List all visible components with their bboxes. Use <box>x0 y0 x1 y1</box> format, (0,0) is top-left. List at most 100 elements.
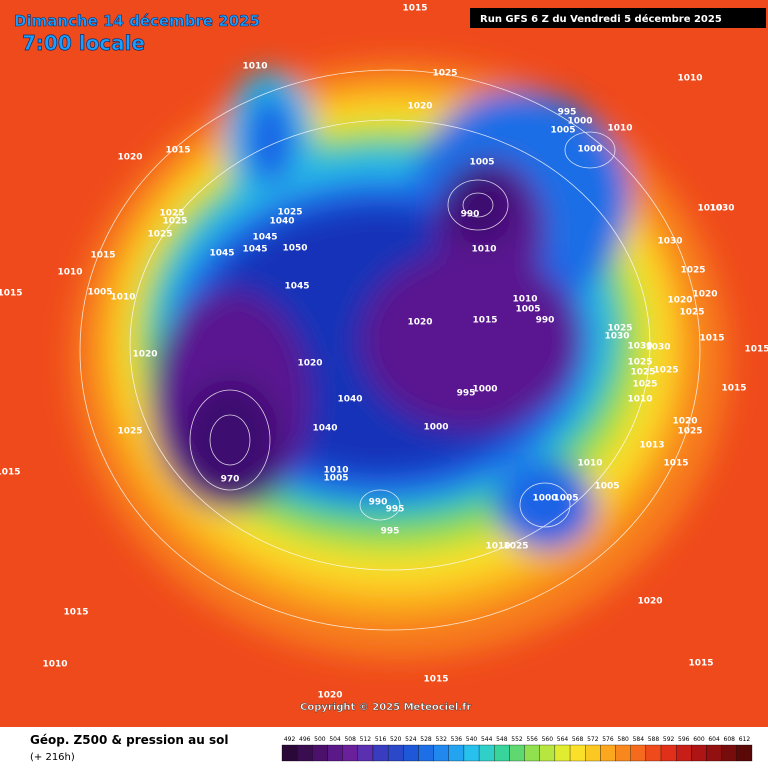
pressure-label: 1015 <box>744 345 768 355</box>
scale-swatch <box>433 744 449 762</box>
scale-swatch <box>297 744 313 762</box>
pressure-label: 1025 <box>503 542 528 552</box>
scale-label: 524 <box>405 736 417 743</box>
pressure-label: 1040 <box>337 395 362 405</box>
pressure-label: 1025 <box>147 230 172 240</box>
copyright: Copyright © 2025 Meteociel.fr <box>300 702 471 713</box>
pressure-label: 1045 <box>209 249 234 259</box>
pressure-label: 1015 <box>699 334 724 344</box>
pressure-label: 1040 <box>269 217 294 227</box>
scale-label: 528 <box>420 736 432 743</box>
pressure-label: 1045 <box>252 233 277 243</box>
color-scale: 492 496 500 504 508 512 516 520 524 528 532 536 540 5… <box>281 736 753 762</box>
run-label: Run GFS 6 Z du Vendredi 5 décembre 2025 <box>480 13 722 25</box>
legend-title: Géop. Z500 & pression au sol <box>30 733 228 747</box>
pressure-label: 1025 <box>677 427 702 437</box>
scale-label: 552 <box>511 736 523 743</box>
isobars <box>79 69 701 631</box>
scale-swatch <box>372 744 389 762</box>
pressure-label: 1025 <box>653 366 678 376</box>
pressure-label: 1010 <box>42 660 67 670</box>
pressure-label: 1015 <box>63 608 88 618</box>
scale-label: 604 <box>708 736 720 743</box>
scale-swatch <box>721 744 737 762</box>
pressure-label: 1010 <box>577 459 602 469</box>
pressure-label: 1020 <box>667 296 692 306</box>
pressure-label: 1020 <box>637 597 662 607</box>
pressure-label: 1015 <box>423 675 448 685</box>
scale-label: 592 <box>663 736 675 743</box>
pressure-label: 1020 <box>117 153 142 163</box>
scale-label: 600 <box>693 736 705 743</box>
pressure-label: 995 <box>558 108 577 118</box>
pressure-label: 1030 <box>627 342 652 352</box>
scale-swatch <box>676 744 692 762</box>
pressure-label: 1025 <box>607 324 632 334</box>
pressure-label: 1025 <box>627 358 652 368</box>
pressure-label: 1025 <box>432 69 457 79</box>
scale-label: 596 <box>678 736 690 743</box>
scale-swatch <box>569 744 586 762</box>
pressure-label: 1020 <box>317 691 342 701</box>
scale-swatch <box>494 744 510 762</box>
pressure-label: 1005 <box>469 158 494 168</box>
pressure-label: 1025 <box>162 217 187 227</box>
pressure-label: 1050 <box>282 244 307 254</box>
pressure-label: 1010 <box>607 124 632 134</box>
pressure-label: 1000 <box>577 145 602 155</box>
scale-label: 536 <box>451 736 463 743</box>
scale-label: 556 <box>526 736 538 743</box>
pressure-label: 1010 <box>512 295 537 305</box>
scale-swatch <box>509 744 525 762</box>
pressure-label: 995 <box>457 389 476 399</box>
scale-swatch <box>645 744 662 762</box>
pressure-label: 1015 <box>402 4 427 14</box>
scale-swatch <box>660 744 677 762</box>
scale-swatch <box>585 744 601 762</box>
scale-label: 612 <box>739 736 751 743</box>
pressure-label: 1005 <box>87 288 112 298</box>
pressure-label: 1020 <box>692 290 717 300</box>
pressure-label: 1000 <box>567 117 592 127</box>
pressure-label: 1005 <box>323 474 348 484</box>
scale-swatch <box>554 744 571 762</box>
pressure-label: 1045 <box>242 245 267 255</box>
scale-label: 608 <box>724 736 736 743</box>
scale-label: 560 <box>542 736 554 743</box>
scale-swatch <box>448 744 465 762</box>
pressure-label: 1015 <box>90 251 115 261</box>
pressure-label: 1010 <box>471 245 496 255</box>
scale-swatch <box>387 744 404 762</box>
legend-lead: (+ 216h) <box>30 752 75 763</box>
scale-swatch <box>630 744 647 762</box>
pressure-label: 995 <box>386 505 405 515</box>
scale-swatch <box>539 744 556 762</box>
scale-label: 576 <box>602 736 614 743</box>
run-box <box>470 8 766 28</box>
pressure-label: 990 <box>461 210 480 220</box>
scale-swatch <box>706 744 722 762</box>
pressure-label: 1015 <box>165 146 190 156</box>
time-label: 7:00 locale <box>22 31 145 55</box>
pressure-label: 1010 <box>627 395 652 405</box>
scale-label: 588 <box>648 736 660 743</box>
pressure-label: 1020 <box>407 102 432 112</box>
scale-label: 568 <box>572 736 584 743</box>
scale-swatch <box>357 744 374 762</box>
scale-swatch <box>327 744 343 762</box>
scale-label: 508 <box>344 736 356 743</box>
pressure-label: 1000 <box>532 494 557 504</box>
scale-label: 548 <box>496 736 508 743</box>
pressure-label: 1045 <box>284 282 309 292</box>
scale-label: 516 <box>375 736 387 743</box>
scale-label: 512 <box>360 736 372 743</box>
scale-label: 564 <box>557 736 569 743</box>
date-label: Dimanche 14 décembre 2025 <box>14 12 260 30</box>
scale-label: 492 <box>284 736 296 743</box>
pressure-label: 1030 <box>645 343 670 353</box>
scale-label: 580 <box>617 736 629 743</box>
pressure-label: 1025 <box>679 308 704 318</box>
